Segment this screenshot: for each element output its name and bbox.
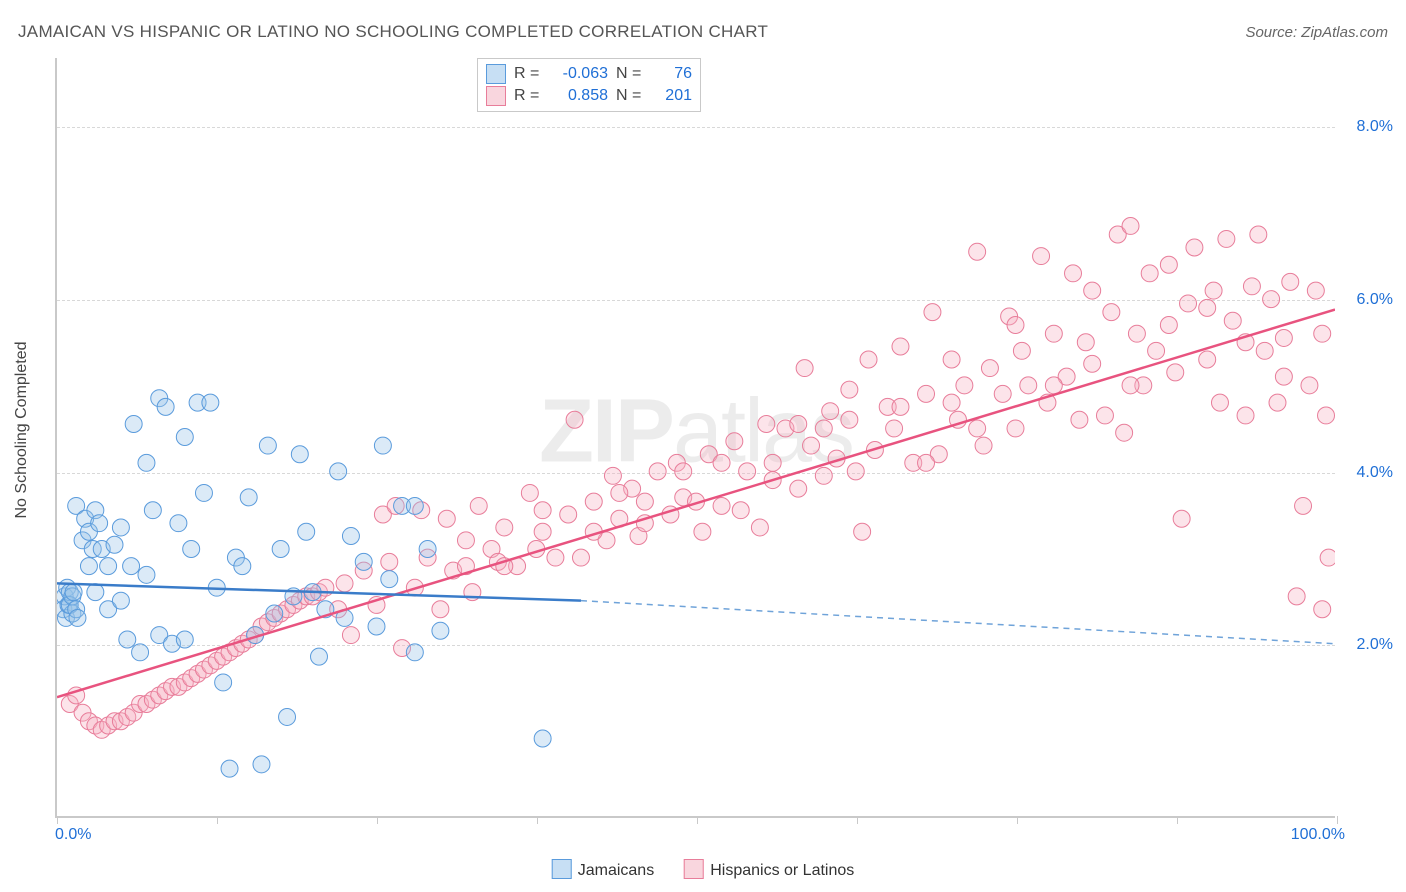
series-legend: Jamaicans Hispanics or Latinos (552, 859, 855, 880)
chart-plot-area: ZIPatlas R = -0.063 N = 76 R = 0.858 N =… (55, 58, 1335, 818)
scatter-svg (57, 58, 1335, 816)
legend-swatch-blue (486, 64, 506, 84)
legend-item-hispanics: Hispanics or Latinos (684, 859, 854, 880)
y-tick-label: 2.0% (1357, 636, 1393, 654)
r-label: R = (514, 65, 542, 83)
legend-swatch-pink (486, 86, 506, 106)
x-tick (377, 816, 378, 824)
x-tick (537, 816, 538, 824)
x-tick (1017, 816, 1018, 824)
correlation-legend: R = -0.063 N = 76 R = 0.858 N = 201 (477, 58, 701, 112)
n-value: 201 (652, 87, 692, 105)
x-tick (1337, 816, 1338, 824)
x-tick (217, 816, 218, 824)
legend-row-blue: R = -0.063 N = 76 (486, 63, 692, 85)
n-label: N = (616, 65, 644, 83)
n-value: 76 (652, 65, 692, 83)
x-tick (857, 816, 858, 824)
legend-swatch-blue (552, 859, 572, 879)
legend-swatch-pink (684, 859, 704, 879)
r-label: R = (514, 87, 542, 105)
source-attribution: Source: ZipAtlas.com (1245, 24, 1388, 41)
y-axis-label: No Schooling Completed (13, 342, 31, 519)
y-tick-label: 8.0% (1357, 118, 1393, 136)
legend-row-pink: R = 0.858 N = 201 (486, 85, 692, 107)
r-value: -0.063 (550, 65, 608, 83)
x-tick (1177, 816, 1178, 824)
r-value: 0.858 (550, 87, 608, 105)
x-tick (697, 816, 698, 824)
n-label: N = (616, 87, 644, 105)
legend-item-jamaicans: Jamaicans (552, 859, 654, 880)
x-tick-label-right: 100.0% (1291, 826, 1345, 844)
chart-title: JAMAICAN VS HISPANIC OR LATINO NO SCHOOL… (18, 22, 768, 41)
x-tick (57, 816, 58, 824)
y-tick-label: 4.0% (1357, 464, 1393, 482)
x-tick-label-left: 0.0% (55, 826, 91, 844)
y-tick-label: 6.0% (1357, 291, 1393, 309)
